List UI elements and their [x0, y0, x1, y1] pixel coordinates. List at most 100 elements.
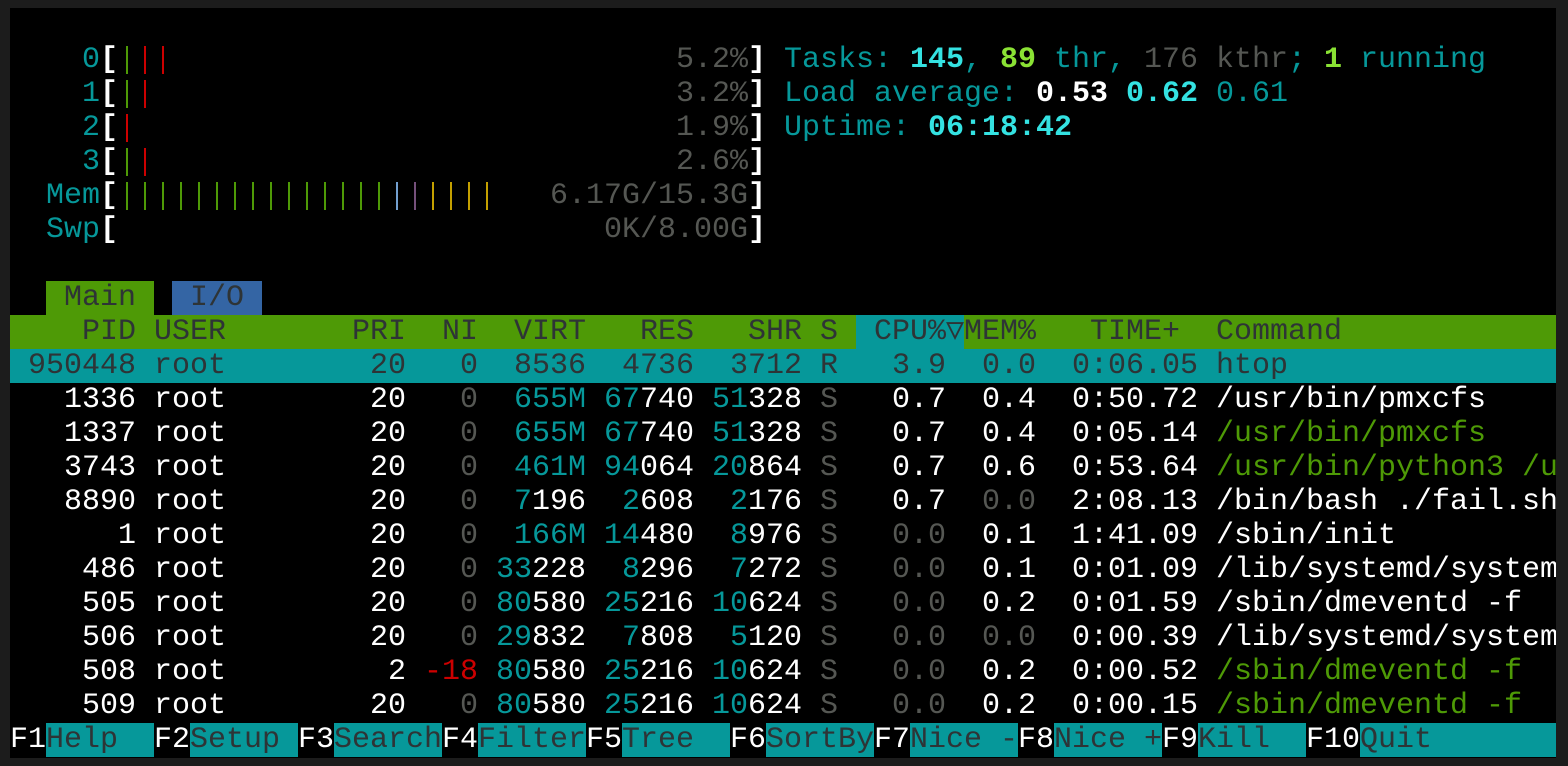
column-virt[interactable]: VIRT — [514, 315, 587, 349]
cpu-percent: 0.0 — [892, 587, 947, 621]
mem-value-units: 976 — [748, 519, 803, 553]
process-row[interactable]: 1337 root 20 0 655M 67 740 51 328 S 0.7 0.4 0:05.14 /… — [10, 417, 1556, 451]
fkey-f9[interactable]: F9 — [1162, 723, 1199, 757]
sort-column-highlight — [856, 315, 964, 349]
footer-setup-button[interactable]: Setup — [190, 723, 298, 757]
meter-value: 6.17G/15.3G — [550, 179, 749, 213]
running-count: 1 — [1324, 43, 1343, 77]
column-s[interactable]: S — [820, 315, 839, 349]
thread-count: 89 — [1000, 43, 1037, 77]
bracket: ] — [748, 179, 767, 213]
cpu-time: 0:01.59 — [1072, 587, 1199, 621]
cpu-time: 0:00.39 — [1072, 621, 1199, 655]
mem-value-units: 536 — [532, 349, 587, 383]
meter-label: 3 — [82, 145, 101, 179]
footer-kill-button[interactable]: Kill — [1198, 723, 1306, 757]
pid: 1337 — [64, 417, 137, 451]
pid: 1336 — [64, 383, 137, 417]
fkey-f1[interactable]: F1 — [10, 723, 47, 757]
process-row[interactable]: 1 root 20 0 166M 14 480 8 976 S 0.0 0.1 1:41.09/sbin… — [10, 519, 1556, 553]
load-5min: 0.62 — [1126, 77, 1199, 111]
command: /lib/systemd/system — [1216, 621, 1556, 655]
mem-percent: 0.0 — [982, 349, 1037, 383]
fkey-f3[interactable]: F3 — [298, 723, 335, 757]
priority: 20 — [370, 383, 407, 417]
meter-bar-segment — [432, 182, 434, 210]
fkey-f8[interactable]: F8 — [1018, 723, 1055, 757]
bracket: ] — [748, 145, 767, 179]
process-row[interactable]: 3743 root 20 0 461M 94 064 20 864 S 0.7 0.6 0:53.64/… — [10, 451, 1556, 485]
mem-value: 80 — [496, 655, 533, 689]
bracket: [ — [100, 179, 119, 213]
process-row[interactable]: 508 root 2 -18 80 580 25 216 10 624 S 0.0 0.2 0:00.52… — [10, 655, 1556, 689]
mem-value-units: 624 — [748, 655, 803, 689]
priority: 20 — [370, 485, 407, 519]
user: root — [154, 451, 227, 485]
column-cpu[interactable]: CPU%▽ — [874, 315, 965, 349]
column-user[interactable]: USER — [154, 315, 227, 349]
meter-bar-segment — [468, 182, 470, 210]
footer-tree-button[interactable]: Tree — [622, 723, 730, 757]
fkey-f5[interactable]: F5 — [586, 723, 623, 757]
process-row[interactable]: 1336 root 20 0 655M 67 740 51 328 S 0.7 0.4 0:50.72 /… — [10, 383, 1556, 417]
mem-percent: 0.6 — [982, 451, 1037, 485]
column-pri[interactable]: PRI — [352, 315, 407, 349]
column-res[interactable]: RES — [640, 315, 695, 349]
column-command[interactable]: Command — [1216, 315, 1343, 349]
fkey-f4[interactable]: F4 — [442, 723, 479, 757]
mem-value: 80 — [496, 587, 533, 621]
fkey-f7[interactable]: F7 — [874, 723, 911, 757]
meter-label: 2 — [82, 111, 101, 145]
cpu-time: 0:50.72 — [1072, 383, 1199, 417]
mem-value: 51 — [712, 383, 749, 417]
footer-sortby-button[interactable]: SortBy — [766, 723, 875, 757]
mem-value-units: 328 — [748, 383, 803, 417]
mem-value-units: 608 — [640, 485, 695, 519]
command: /usr/bin/pmxcfs — [1216, 417, 1487, 451]
process-row[interactable]: 8890 root 20 0 7 196 2 608 2 176 S 0.7 0.0 2:08.13/bi… — [10, 485, 1556, 519]
process-row[interactable]: 509 root 20 0 80 580 25 216 10 624 S 0.0 0.2 0:00.15 /… — [10, 689, 1556, 723]
mem-value: 8 — [730, 519, 749, 553]
priority: 2 — [388, 655, 407, 689]
mem-value: 7 — [730, 553, 749, 587]
bracket: [ — [100, 145, 119, 179]
mem-value: 20 — [712, 451, 749, 485]
nice: 0 — [460, 417, 479, 451]
mem-value: 2 — [730, 485, 749, 519]
tab-main[interactable]: Main — [46, 281, 154, 315]
priority: 20 — [370, 621, 407, 655]
mem-percent: 0.2 — [982, 587, 1037, 621]
fkey-f6[interactable]: F6 — [730, 723, 767, 757]
process-row[interactable]: 950448 root 20 0 8 536 4 736 3 712 R 3.9 0.0 0:06.05 h… — [10, 349, 1556, 383]
meter-label: 0 — [82, 43, 101, 77]
process-row[interactable]: 505 root 20 0 80 580 25 216 10 624 S 0.0 0.2 0:01.59 /… — [10, 587, 1556, 621]
uptime-value: 06:18:42 — [928, 111, 1073, 145]
priority: 20 — [370, 689, 407, 723]
process-row[interactable]: 486 root 20 0 33 228 8 296 7 272 S 0.0 0.1 0:01.09/li… — [10, 553, 1556, 587]
mem-value-units: 740 — [640, 383, 695, 417]
fkey-f2[interactable]: F2 — [154, 723, 191, 757]
process-row[interactable]: 506 root 20 0 29 832 7 808 5 120 S 0.0 0.0 0:00.39/li… — [10, 621, 1556, 655]
footer-help-button[interactable]: Help — [46, 723, 154, 757]
mem-value-units: 328 — [748, 417, 803, 451]
task-count: 145 — [910, 43, 965, 77]
nice: 0 — [460, 621, 479, 655]
meter-bar-segment — [396, 182, 398, 210]
footer-filter-button[interactable]: Filter — [478, 723, 587, 757]
mem-value: 10 — [712, 587, 749, 621]
footer-nice-button[interactable]: Nice - — [910, 723, 1019, 757]
footer-search-button[interactable]: Search — [334, 723, 443, 757]
column-shr[interactable]: SHR — [748, 315, 803, 349]
column-ni[interactable]: NI — [442, 315, 479, 349]
fkey-f10[interactable]: F10 — [1306, 723, 1361, 757]
footer-nice-button[interactable]: Nice + — [1054, 723, 1163, 757]
tab-io[interactable]: I/O — [172, 281, 262, 315]
column-time[interactable]: TIME+ — [1090, 315, 1181, 349]
column-mem[interactable]: MEM% — [964, 315, 1037, 349]
meter-bar-segment — [162, 46, 164, 74]
cpu-time: 2:08.13 — [1072, 485, 1199, 519]
mem-percent: 0.4 — [982, 383, 1037, 417]
meter-bar-segment — [126, 182, 128, 210]
footer-quit-button[interactable]: Quit — [1360, 723, 1556, 757]
column-pid[interactable]: PID — [82, 315, 137, 349]
